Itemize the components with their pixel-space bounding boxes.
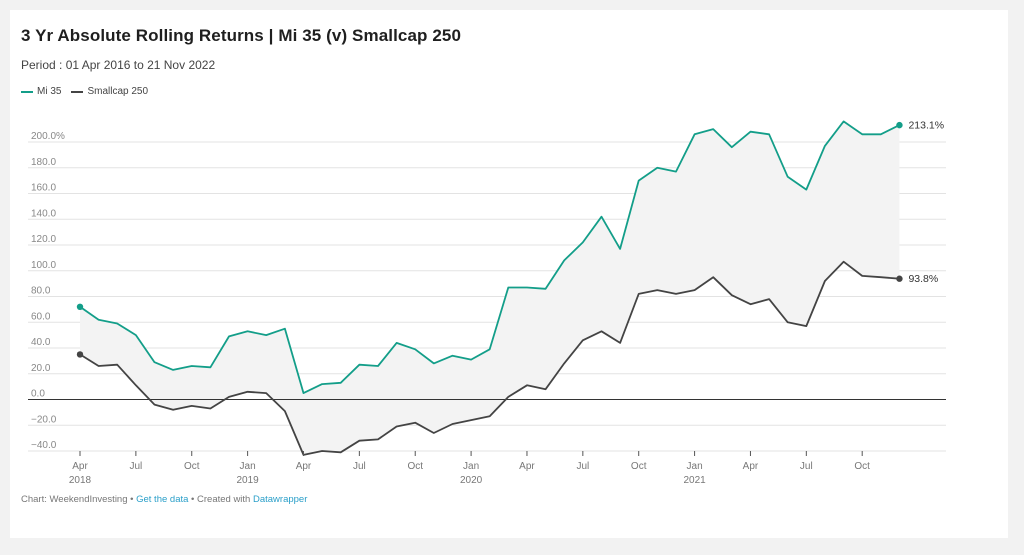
- legend-swatch-mi35: [21, 90, 33, 93]
- footer-created: • Created with: [188, 494, 253, 505]
- x-tick-label: Jul: [576, 461, 589, 472]
- y-tick-label: 40.0: [31, 337, 51, 348]
- y-tick-label: −20.0: [31, 414, 57, 425]
- get-data-link[interactable]: Get the data: [136, 494, 189, 505]
- x-tick-label: Oct: [854, 461, 870, 472]
- x-tick-year: 2019: [236, 475, 259, 486]
- chart-legend: Mi 35 Smallcap 250: [21, 86, 158, 97]
- end-label-smallcap: 93.8%: [908, 273, 938, 285]
- end-marker-smallcap: [896, 275, 903, 282]
- x-tick-label: Oct: [407, 461, 423, 472]
- y-tick-labels: −40.0 −20.0 0.0 20.0 40.0 60.0 80.0 100.0 120.0 1…: [31, 131, 65, 451]
- x-tick-labels: Apr 2018 Jul Oct Jan 2019 Apr Jul Oct Jan 2020 Apr J…: [69, 451, 870, 486]
- legend-label-smallcap: Smallcap 250: [87, 86, 149, 97]
- x-tick-label: Jul: [129, 461, 142, 472]
- x-tick-label: Apr: [72, 461, 88, 472]
- legend-swatch-smallcap: [71, 90, 84, 93]
- y-tick-label: 160.0: [31, 183, 56, 194]
- x-tick-label: Apr: [743, 461, 759, 472]
- y-tick-label: 20.0: [31, 363, 51, 374]
- series-line-smallcap: [79, 260, 901, 456]
- footer-source: Chart: WeekendInvesting •: [21, 494, 137, 505]
- x-tick-label: Jan: [687, 461, 703, 472]
- y-tick-label: 200.0%: [31, 131, 65, 142]
- series-lines: [79, 120, 901, 456]
- y-tick-label: 0.0: [31, 389, 45, 400]
- y-tick-label: 180.0: [31, 157, 56, 168]
- series-line-mi35: [79, 120, 901, 395]
- x-tick-year: 2021: [683, 475, 706, 486]
- x-tick-label: Apr: [519, 461, 535, 472]
- y-tick-label: 100.0: [31, 260, 56, 271]
- end-markers: 213.1% 93.8%: [76, 120, 944, 358]
- legend-item-mi35: Mi 35: [21, 86, 61, 97]
- end-marker-mi35: [896, 121, 903, 129]
- x-tick-label: Jul: [800, 461, 813, 472]
- chart-subtitle: Period : 01 Apr 2016 to 21 Nov 2022: [21, 58, 216, 72]
- x-tick-label: Apr: [296, 461, 312, 472]
- x-tick-label: Jul: [353, 461, 366, 472]
- x-tick-label: Jan: [240, 461, 256, 472]
- legend-label-mi35: Mi 35: [37, 86, 62, 97]
- x-tick-year: 2020: [460, 475, 483, 486]
- y-tick-label: 80.0: [31, 286, 51, 297]
- x-tick-label: Oct: [631, 461, 647, 472]
- start-marker-mi35: [76, 303, 84, 310]
- datawrapper-link[interactable]: Datawrapper: [252, 494, 308, 505]
- start-marker-smallcap: [76, 351, 84, 358]
- legend-item-smallcap: Smallcap 250: [71, 86, 148, 97]
- y-tick-label: 120.0: [31, 234, 56, 245]
- x-tick-label: Jan: [463, 461, 479, 472]
- chart-footer: Chart: WeekendInvesting • Get the data •…: [21, 494, 307, 505]
- chart-title: 3 Yr Absolute Rolling Returns | Mi 35 (v…: [21, 26, 461, 45]
- y-tick-label: −40.0: [31, 440, 57, 451]
- end-label-mi35: 213.1%: [908, 120, 944, 132]
- y-tick-label: 140.0: [31, 208, 56, 219]
- x-tick-label: Oct: [184, 461, 200, 472]
- chart-card: [10, 10, 1008, 538]
- range-area: [80, 121, 900, 455]
- range-fill: [80, 121, 900, 455]
- y-tick-label: 60.0: [31, 311, 51, 322]
- x-tick-year: 2018: [69, 475, 92, 486]
